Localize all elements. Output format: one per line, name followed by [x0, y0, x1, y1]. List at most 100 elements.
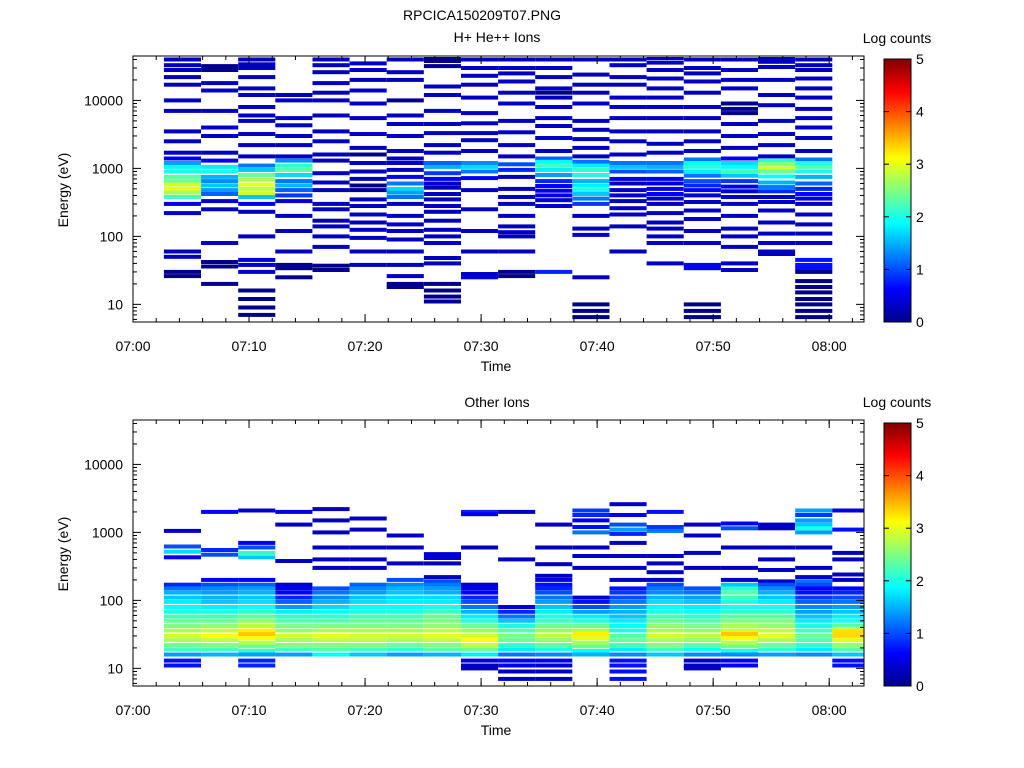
heatmap-cell — [163, 638, 201, 643]
heatmap-cell — [461, 164, 499, 169]
y-tick-label: 10000 — [84, 92, 123, 108]
heatmap-cell — [423, 84, 461, 89]
heatmap-cell — [572, 644, 610, 649]
heatmap-cell — [275, 614, 313, 619]
heatmap-cell — [795, 290, 833, 295]
heatmap-cell — [758, 103, 796, 108]
heatmap-cell — [683, 666, 721, 671]
heatmap-cell — [163, 628, 201, 633]
heatmap-cell — [163, 624, 201, 628]
heatmap-cell — [275, 163, 313, 168]
heatmap-cell — [163, 618, 201, 623]
heatmap-cell — [683, 586, 721, 591]
heatmap-cell — [683, 161, 721, 165]
heatmap-cell — [461, 595, 499, 600]
heatmap-cell — [535, 545, 573, 550]
heatmap-cell — [386, 156, 424, 161]
heatmap-cell — [572, 315, 610, 320]
heatmap-cell — [461, 121, 499, 126]
heatmap-cell — [646, 586, 684, 591]
heatmap-cell — [646, 150, 684, 155]
heatmap-cell — [386, 113, 424, 118]
heatmap-cell — [423, 643, 461, 648]
heatmap-cell — [275, 647, 313, 652]
heatmap-cell — [572, 636, 610, 640]
heatmap-cell — [683, 614, 721, 619]
heatmap-cell — [720, 268, 758, 272]
heatmap-cell — [163, 643, 201, 648]
heatmap-cell — [461, 229, 499, 233]
heatmap-cell — [683, 647, 721, 652]
heatmap-cell — [758, 652, 796, 657]
heatmap-cell — [535, 159, 573, 164]
heatmap-cell — [758, 169, 796, 174]
heatmap-cell — [795, 582, 833, 587]
heatmap-cell — [163, 633, 201, 638]
heatmap-cell — [201, 605, 239, 609]
heatmap-cell — [572, 145, 610, 150]
heatmap-cell — [386, 599, 424, 604]
heatmap-cell — [832, 647, 864, 652]
heatmap-cell — [683, 308, 721, 313]
heatmap-cell — [720, 68, 758, 72]
heatmap-cell — [386, 652, 424, 657]
heatmap-cell — [832, 550, 864, 555]
heatmap-cell — [238, 658, 276, 663]
heatmap-cell — [572, 618, 610, 623]
heatmap-cell — [386, 285, 424, 289]
heatmap-cell — [758, 643, 796, 648]
heatmap-cell — [238, 167, 276, 172]
heatmap-cell — [423, 556, 461, 560]
heatmap-cell — [201, 652, 239, 657]
heatmap-cell — [535, 522, 573, 527]
heatmap-cell — [386, 533, 424, 538]
heatmap-cell — [312, 647, 350, 652]
heatmap-cell — [163, 186, 201, 191]
heatmap-cell — [795, 599, 833, 604]
heatmap-cell — [683, 183, 721, 188]
heatmap-cell — [535, 156, 573, 161]
heatmap-cell — [163, 652, 201, 657]
heatmap-cell — [683, 652, 721, 657]
heatmap-cell — [423, 256, 461, 260]
heatmap-cell — [423, 108, 461, 113]
heatmap-cell — [498, 274, 536, 279]
heatmap-cell — [535, 66, 573, 70]
heatmap-cell — [498, 154, 536, 159]
heatmap-cell — [423, 209, 461, 214]
heatmap-cell — [683, 71, 721, 76]
heatmap-cell — [349, 527, 387, 532]
heatmap-cell — [275, 266, 313, 271]
heatmap-cell — [386, 647, 424, 652]
heatmap-cell — [758, 132, 796, 136]
heatmap-cell — [238, 632, 276, 636]
panel-title: Other Ions — [464, 394, 529, 410]
heatmap-cell — [201, 582, 239, 587]
heatmap-cell — [795, 614, 833, 619]
heatmap-cell — [795, 76, 833, 81]
heatmap-cell — [683, 605, 721, 609]
heatmap-cell — [386, 134, 424, 138]
heatmap-cell — [312, 507, 350, 512]
heatmap-cell — [163, 549, 201, 554]
heatmap-cell — [646, 60, 684, 65]
heatmap-cell — [609, 605, 647, 609]
heatmap-cell — [238, 586, 276, 591]
heatmap-cell — [201, 192, 239, 196]
heatmap-cell — [201, 628, 239, 633]
heatmap-cell — [498, 167, 536, 172]
heatmap-cell — [795, 222, 833, 227]
heatmap-cell — [795, 579, 833, 584]
heatmap-cell — [683, 533, 721, 538]
heatmap-cell — [646, 105, 684, 109]
heatmap-cell — [535, 605, 573, 609]
heatmap-cell — [461, 188, 499, 193]
heatmap-cell — [386, 633, 424, 638]
x-axis: 07:00 07:10 07:20 07:30 07:40 07:50 08:00 — [115, 420, 853, 718]
heatmap-cell — [163, 179, 201, 184]
heatmap-cell — [609, 169, 647, 174]
heatmap-cell — [572, 513, 610, 517]
heatmap-cell — [683, 229, 721, 233]
heatmap-cell — [423, 605, 461, 609]
heatmap-cell — [609, 554, 647, 558]
